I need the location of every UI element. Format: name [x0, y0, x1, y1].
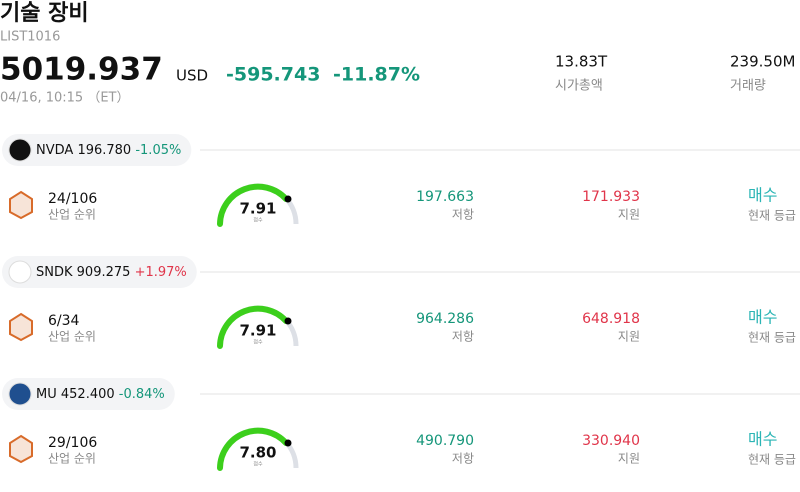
ticker-pill	[2, 134, 192, 166]
support: 171.933	[582, 189, 640, 205]
resistance-label: 저항	[452, 330, 474, 344]
change-pct: -11.87%	[333, 64, 420, 86]
currency: USD	[176, 67, 208, 85]
ticker: MU	[36, 387, 57, 402]
rating: 매수	[748, 186, 777, 205]
rating: 매수	[748, 430, 777, 449]
logo	[8, 382, 32, 406]
score-label: 점수	[253, 217, 263, 224]
ticker: NVDA	[36, 143, 73, 158]
rank: 6/34	[48, 313, 80, 329]
score: 7.91	[239, 200, 276, 218]
rank-label: 산업 순위	[48, 208, 96, 222]
rank: 29/106	[48, 435, 97, 451]
time: 04/16, 10:15 （ET）	[0, 91, 129, 106]
gauge-dot	[284, 439, 292, 447]
resistance: 964.286	[416, 311, 474, 327]
stock-price: 452.400	[61, 387, 115, 402]
stock-change: +1.97%	[135, 265, 187, 280]
rank-icon	[9, 190, 33, 220]
support-label: 지원	[618, 208, 640, 222]
title: 기술 장비	[0, 1, 89, 26]
score: 7.80	[239, 444, 276, 462]
score-label: 점수	[253, 461, 263, 468]
change: -595.743	[226, 64, 320, 86]
rank-icon	[9, 312, 33, 342]
resistance-label: 저항	[452, 208, 474, 222]
ticker-pill	[2, 256, 197, 288]
rank-icon	[9, 434, 33, 464]
price: 5019.937	[0, 52, 163, 88]
score: 7.91	[239, 322, 276, 340]
rank: 24/106	[48, 191, 97, 207]
code: LIST1016	[0, 30, 60, 45]
logo	[8, 138, 32, 162]
gauge-dot	[284, 317, 292, 325]
resistance-label: 저항	[452, 452, 474, 466]
gauge-fill	[217, 305, 289, 349]
gauge-fill	[217, 183, 289, 227]
ticker-label: NVDA 196.780 -1.05%	[36, 143, 181, 158]
ticker-label: MU 452.400 -0.84%	[36, 387, 165, 402]
support: 330.940	[582, 433, 640, 449]
score-label: 점수	[253, 339, 263, 346]
rank-label: 산업 순위	[48, 330, 96, 344]
stock-change: -1.05%	[135, 143, 181, 158]
ticker: SNDK	[36, 265, 73, 280]
support: 648.918	[582, 311, 640, 327]
support-label: 지원	[618, 330, 640, 344]
rating-label: 현재 등급	[748, 331, 796, 345]
stock-change: -0.84%	[119, 387, 165, 402]
stock-price: 196.780	[77, 143, 131, 158]
stock-price: 909.275	[77, 265, 131, 280]
ticker-pill	[2, 378, 175, 410]
rating: 매수	[748, 308, 777, 327]
resistance: 490.790	[416, 433, 474, 449]
logo	[8, 260, 32, 284]
ticker-label: SNDK 909.275 +1.97%	[36, 265, 187, 280]
gauge-dot	[284, 195, 292, 203]
stat-label: 거래량	[730, 79, 766, 94]
stat-label: 시가총액	[555, 79, 603, 94]
resistance: 197.663	[416, 189, 474, 205]
rank-label: 산업 순위	[48, 452, 96, 466]
rating-label: 현재 등급	[748, 453, 796, 467]
gauge-fill	[217, 427, 289, 471]
stat-value: 13.83T	[555, 53, 608, 71]
rating-label: 현재 등급	[748, 209, 796, 223]
support-label: 지원	[618, 452, 640, 466]
stat-value: 239.50M	[730, 53, 795, 71]
